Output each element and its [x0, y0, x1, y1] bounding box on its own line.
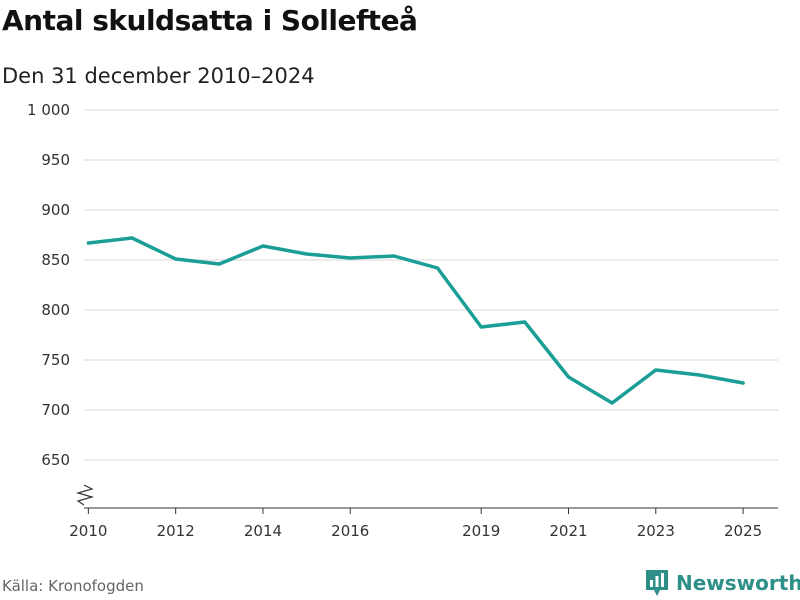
y-tick-label-850: 850 [41, 251, 70, 269]
x-tick-label-2012: 2012 [157, 522, 195, 540]
x-tick-label-2014: 2014 [244, 522, 282, 540]
data-point-2010 [86, 241, 90, 245]
y-tick-label-800: 800 [41, 301, 70, 319]
x-tick-label-2025: 2025 [724, 522, 762, 540]
brand-logo[interactable]: Newsworthy [644, 568, 800, 598]
x-tick-label-2023: 2023 [637, 522, 675, 540]
x-tick-label-2019: 2019 [462, 522, 500, 540]
data-point-2020 [523, 320, 527, 324]
y-tick-labels: 650 700 750 800 850 900 950 1 000 [27, 101, 70, 469]
data-point-2017 [392, 254, 396, 258]
grid-lines [84, 109, 778, 461]
bar-chart-logo-icon [646, 570, 668, 596]
data-point-2024 [697, 373, 701, 377]
y-tick-label-700: 700 [41, 401, 70, 419]
axis-break-icon [75, 484, 95, 506]
y-tick-label-900: 900 [41, 201, 70, 219]
y-tick-label-1000: 1 000 [27, 101, 70, 119]
data-point-2015 [305, 252, 309, 256]
data-point-2011 [130, 236, 134, 240]
x-tick-label-2010: 2010 [69, 522, 107, 540]
y-tick-label-950: 950 [41, 151, 70, 169]
y-tick-label-650: 650 [41, 451, 70, 469]
data-series [86, 236, 745, 405]
data-point-2018 [436, 266, 440, 270]
data-point-2022 [610, 401, 614, 405]
data-point-2012 [174, 257, 178, 261]
data-point-2013 [217, 262, 221, 266]
x-tick-label-2021: 2021 [549, 522, 587, 540]
chart-title: Antal skuldsatta i Sollefteå [2, 4, 418, 37]
series-line-0 [86, 236, 745, 405]
chart-subtitle: Den 31 december 2010–2024 [2, 64, 315, 88]
data-point-2014 [261, 244, 265, 248]
y-tick-label-750: 750 [41, 351, 70, 369]
brand-name: Newsworthy [676, 571, 800, 595]
source-note: Källa: Kronofogden [2, 577, 144, 595]
data-point-2023 [654, 368, 658, 372]
data-point-2025 [741, 381, 745, 385]
data-point-2016 [348, 256, 352, 260]
data-point-2019 [479, 325, 483, 329]
x-tick-label-2016: 2016 [331, 522, 369, 540]
data-point-2021 [566, 375, 570, 379]
x-tick-labels: 2010 2012 2014 2016 2019 2021 2023 2025 [69, 508, 762, 540]
